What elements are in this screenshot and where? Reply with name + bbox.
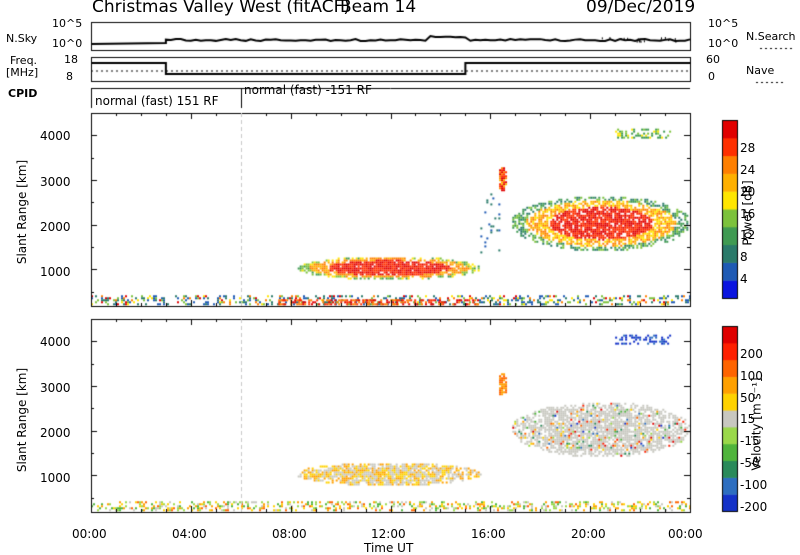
nave-tick-top: 60 (706, 53, 720, 66)
power-ytick-4000: 4000 (40, 129, 71, 143)
power-ylabel: Slant Range [km] (15, 159, 30, 265)
xtick-2400: 00:00 (668, 527, 703, 541)
power-scale-label: Power [dB] (740, 180, 755, 246)
velocity-tick-minus100: -100 (740, 478, 768, 492)
velocity-ytick-2000: 2000 (40, 426, 71, 440)
velocity-tick-100: 100 (740, 369, 763, 383)
freq-tick-top: 18 (64, 53, 78, 66)
xlabel: Time UT (364, 541, 414, 555)
nsearch-tick-top: 10^5 (708, 17, 739, 30)
velocity-ylabel: Slant Range [km] (15, 367, 30, 473)
freq-label: Freq. (10, 54, 38, 67)
nsearch-tick-bottom: 10^0 (708, 37, 739, 50)
cpid-label: CPID (8, 87, 38, 100)
velocity-scale-label: Velocity [m s⁻¹] (749, 377, 764, 471)
xtick-0400: 04:00 (172, 527, 207, 541)
velocity-tick-15: 15 (740, 412, 756, 426)
freq-unit: [MHz] (6, 66, 39, 79)
cpid-segment-2: normal (fast) -151 RF (244, 83, 372, 97)
power-tick-12: 12 (740, 228, 756, 242)
date-title: 09/Dec/2019 (586, 0, 696, 17)
velocity-tick-200: 200 (740, 347, 763, 361)
velocity-tick-minus50: -50 (740, 456, 760, 470)
nave-tick-bottom: 0 (708, 70, 715, 83)
nsky-tick-bottom: 10^0 (52, 37, 83, 50)
station-title: Christmas Valley West (fitACF) (92, 0, 351, 17)
power-tick-8: 8 (740, 250, 748, 264)
nsky-label: N.Sky (6, 32, 38, 45)
nave-label: Nave (746, 64, 775, 77)
power-ytick-1000: 1000 (40, 265, 71, 279)
xtick-2000: 20:00 (571, 527, 606, 541)
power-tick-20: 20 (740, 185, 756, 199)
velocity-ytick-4000: 4000 (40, 335, 71, 349)
xtick-0800: 08:00 (272, 527, 307, 541)
cpid-segment-1: normal (fast) 151 RF (95, 94, 219, 108)
power-tick-4: 4 (740, 272, 748, 286)
nsky-tick-top: 10^5 (52, 17, 83, 30)
velocity-ytick-3000: 3000 (40, 381, 71, 395)
power-tick-28: 28 (740, 141, 756, 155)
xtick-1600: 16:00 (471, 527, 506, 541)
velocity-tick-minus200: -200 (740, 500, 768, 514)
power-ytick-3000: 3000 (40, 175, 71, 189)
freq-tick-bottom: 8 (66, 70, 73, 83)
power-ytick-2000: 2000 (40, 220, 71, 234)
beam-title: Beam 14 (340, 0, 417, 17)
xtick-0000: 00:00 (72, 527, 107, 541)
velocity-tick-50: 50 (740, 391, 756, 405)
xtick-1200: 12:00 (371, 527, 406, 541)
power-tick-24: 24 (740, 163, 756, 177)
velocity-tick-minus15: -15 (740, 434, 760, 448)
velocity-ytick-1000: 1000 (40, 471, 71, 485)
nsearch-label: N.Search (746, 30, 796, 43)
power-tick-16: 16 (740, 207, 756, 221)
